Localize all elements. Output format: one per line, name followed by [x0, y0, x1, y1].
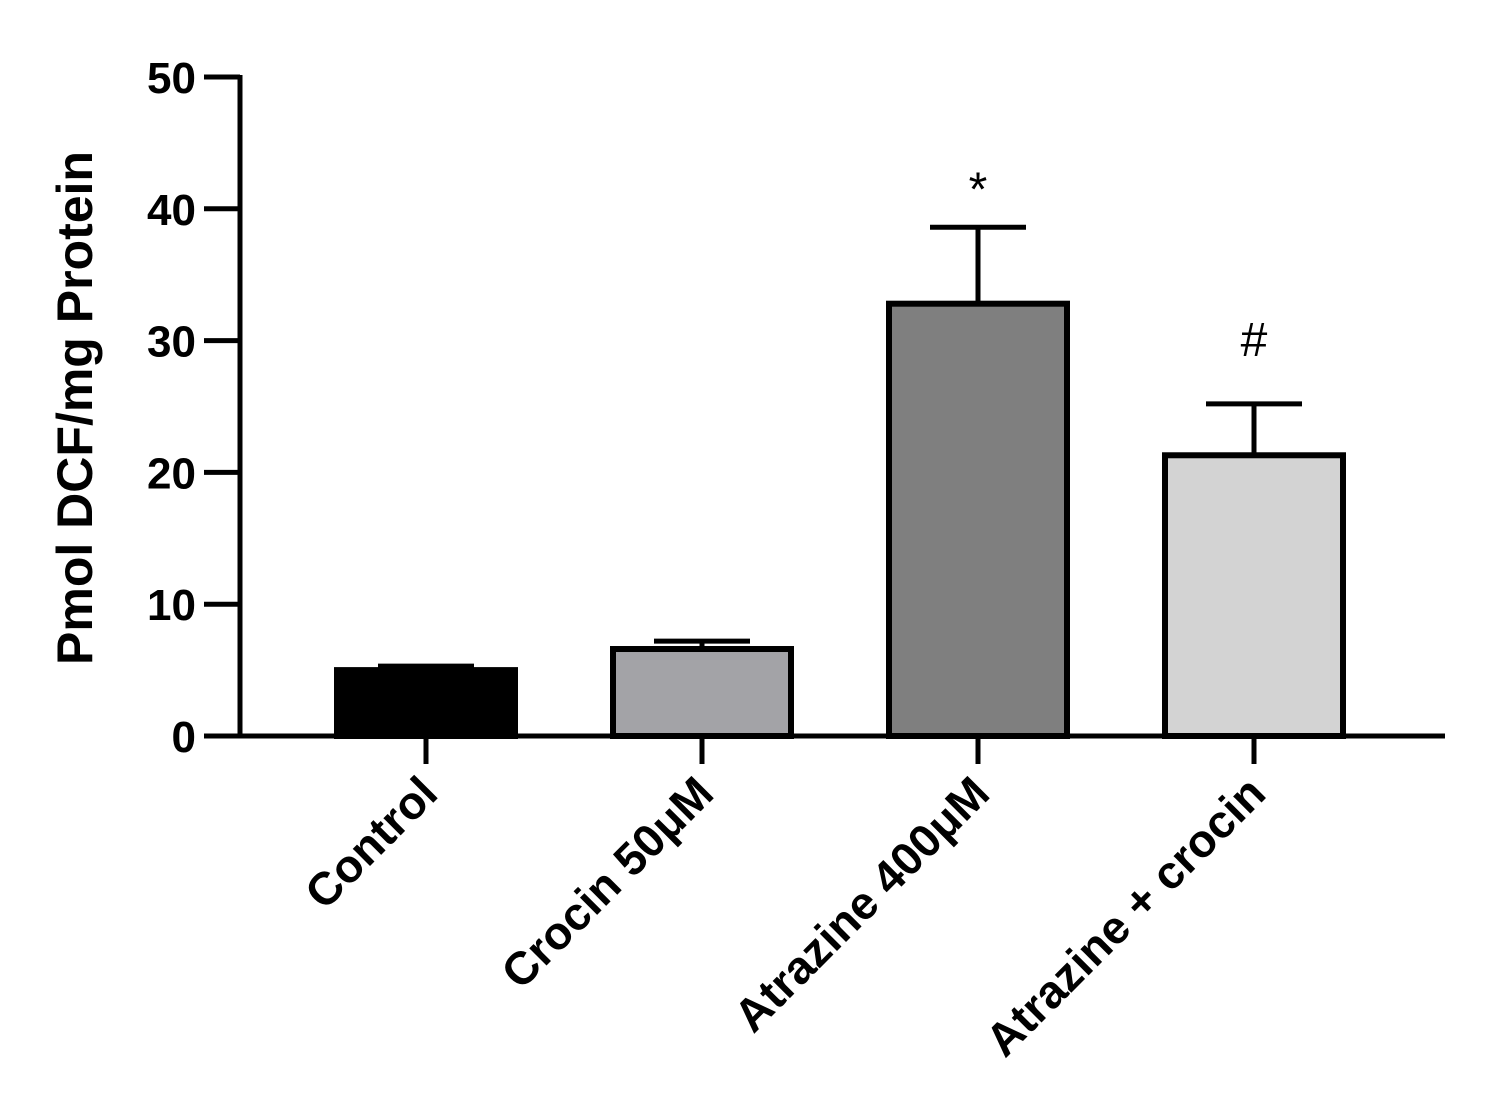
y-ticks: 0 10 20 30 40 50 — [147, 54, 240, 762]
annotations: *# — [969, 163, 1268, 367]
x-tick-label: Crocin 50μM — [491, 766, 723, 998]
y-axis-title: Pmol DCF/mg Protein — [47, 151, 103, 665]
x-tick-label: Control — [295, 766, 447, 918]
y-tick-label: 40 — [147, 186, 196, 235]
bar — [886, 300, 1070, 739]
error-bars-layer — [378, 224, 1302, 671]
bars-layer — [334, 300, 1346, 740]
y-tick-label: 10 — [147, 581, 196, 630]
x-ticks: Control Crocin 50μM Atrazine 400μMAtrazine… — [295, 736, 1275, 1066]
x-tick-label: Atrazine + crocin — [975, 766, 1275, 1066]
bar — [1162, 452, 1346, 739]
y-tick-label: 30 — [147, 318, 196, 367]
axes-layer — [237, 75, 1445, 739]
significance-annotation: * — [969, 163, 988, 216]
bar — [610, 646, 794, 740]
significance-annotation: # — [1241, 314, 1268, 367]
y-tick-label: 50 — [147, 54, 196, 103]
y-tick-label: 20 — [147, 449, 196, 498]
x-tick-label: Atrazine 400μM — [724, 766, 999, 1041]
bar — [334, 667, 518, 739]
y-tick-label: 0 — [172, 713, 196, 762]
